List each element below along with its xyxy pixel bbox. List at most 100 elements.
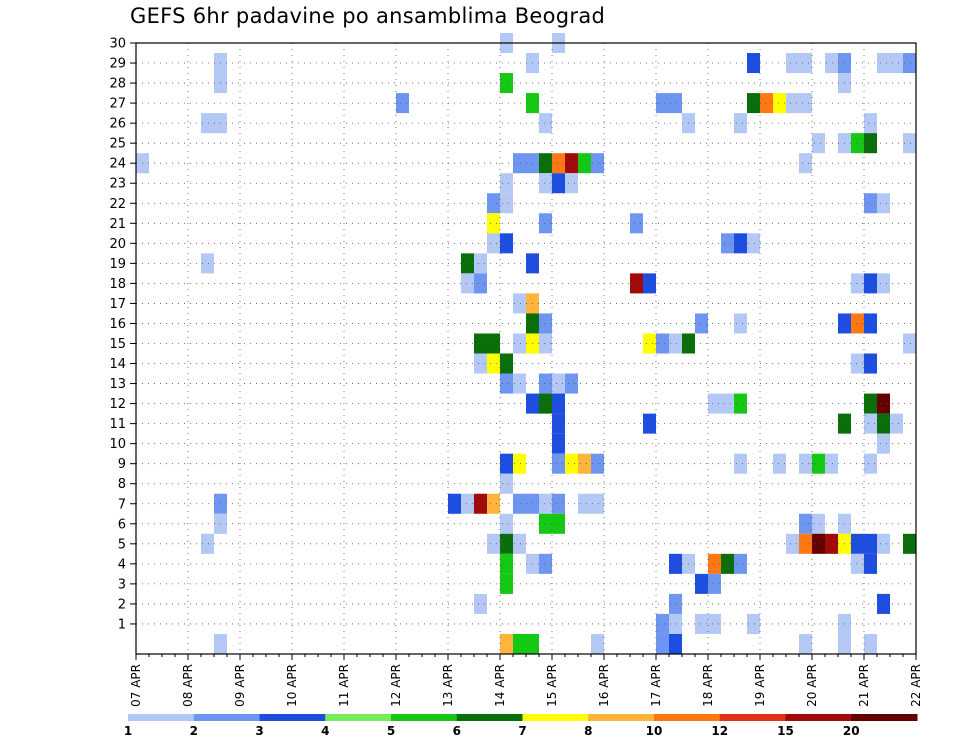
precip-cell	[513, 453, 526, 474]
precip-cell	[591, 153, 604, 174]
y-tick-label: 18	[109, 277, 126, 292]
precip-cell	[500, 173, 513, 194]
precip-cell	[669, 613, 682, 634]
precip-cell	[201, 533, 214, 554]
y-tick-label: 3	[118, 577, 126, 592]
precip-cell	[474, 333, 487, 354]
legend-label: 4	[321, 724, 329, 738]
precip-cell	[214, 633, 227, 654]
precip-cell	[591, 633, 604, 654]
legend-swatch	[785, 714, 852, 721]
precip-cell	[799, 513, 812, 534]
precip-cell	[500, 573, 513, 594]
precip-cell	[552, 153, 565, 174]
precip-cell	[799, 453, 812, 474]
precip-cell	[474, 253, 487, 274]
precip-cell	[734, 113, 747, 134]
precip-cell	[461, 493, 474, 514]
precip-cell	[539, 393, 552, 414]
precip-cell	[825, 53, 838, 74]
precip-cell	[656, 333, 669, 354]
precip-cell	[500, 373, 513, 394]
precip-cell	[591, 453, 604, 474]
precip-cell	[643, 413, 656, 434]
precip-cell	[669, 593, 682, 614]
precip-cell	[487, 193, 500, 214]
precip-cell	[201, 113, 214, 134]
precip-cell	[864, 193, 877, 214]
precip-cell	[903, 133, 916, 154]
precip-cell	[656, 613, 669, 634]
precip-cell	[747, 93, 760, 114]
x-tick-label: 09 APR	[233, 664, 247, 707]
precip-cell	[864, 633, 877, 654]
precip-cell	[539, 553, 552, 574]
precip-cell	[825, 453, 838, 474]
y-tick-label: 17	[109, 297, 126, 312]
precip-cell	[864, 113, 877, 134]
precip-cell	[578, 493, 591, 514]
y-tick-label: 12	[109, 397, 126, 412]
precip-cell	[630, 273, 643, 294]
precip-cell	[734, 233, 747, 254]
precip-cell	[565, 373, 578, 394]
precip-cell	[513, 373, 526, 394]
precip-cell	[656, 633, 669, 654]
precip-cell	[721, 553, 734, 574]
precip-cell	[487, 213, 500, 234]
legend-swatch	[851, 714, 918, 721]
precip-cell	[721, 393, 734, 414]
y-tick-label: 7	[118, 497, 126, 512]
x-tick-label: 22 APR	[909, 664, 923, 707]
x-tick-label: 14 APR	[493, 664, 507, 707]
legend-label: 5	[387, 724, 395, 738]
precip-cell	[552, 493, 565, 514]
precip-cell	[643, 273, 656, 294]
precip-cell	[851, 353, 864, 374]
y-tick-label: 19	[109, 257, 126, 272]
precip-cell	[500, 553, 513, 574]
precip-cell	[877, 53, 890, 74]
y-tick-label: 8	[118, 477, 126, 492]
legend-label: 12	[711, 724, 728, 738]
x-tick-label: 07 APR	[129, 664, 143, 707]
precip-cell	[734, 453, 747, 474]
y-tick-label: 29	[109, 57, 126, 72]
precip-cell	[890, 413, 903, 434]
precip-cell	[877, 273, 890, 294]
precip-cell	[630, 213, 643, 234]
precip-cell	[552, 393, 565, 414]
y-tick-label: 6	[118, 517, 126, 532]
precip-cell	[708, 573, 721, 594]
precip-cell	[773, 453, 786, 474]
legend-swatch	[193, 714, 260, 721]
y-tick-label: 20	[109, 237, 126, 252]
precip-cell	[812, 453, 825, 474]
x-tick-label: 15 APR	[545, 664, 559, 707]
precip-cell	[864, 413, 877, 434]
legend-swatch	[654, 714, 721, 721]
legend-label: 1	[124, 724, 132, 738]
y-tick-label: 1	[118, 617, 126, 632]
x-tick-label: 08 APR	[181, 664, 195, 707]
precip-cell	[552, 373, 565, 394]
precip-cell	[799, 153, 812, 174]
precip-cell	[747, 233, 760, 254]
precip-cell	[539, 113, 552, 134]
legend-label: 7	[518, 724, 526, 738]
precip-cell	[747, 613, 760, 634]
precip-cell	[799, 533, 812, 554]
precip-cell	[864, 133, 877, 154]
precip-cell	[461, 253, 474, 274]
precip-cell	[669, 553, 682, 574]
precip-cell	[695, 313, 708, 334]
precip-cell	[903, 533, 916, 554]
precip-cell	[799, 93, 812, 114]
legend-swatch	[128, 714, 195, 721]
precip-cell	[474, 273, 487, 294]
x-tick-label: 12 APR	[389, 664, 403, 707]
precip-cell	[877, 413, 890, 434]
legend-swatch	[719, 714, 786, 721]
precip-cell	[721, 233, 734, 254]
